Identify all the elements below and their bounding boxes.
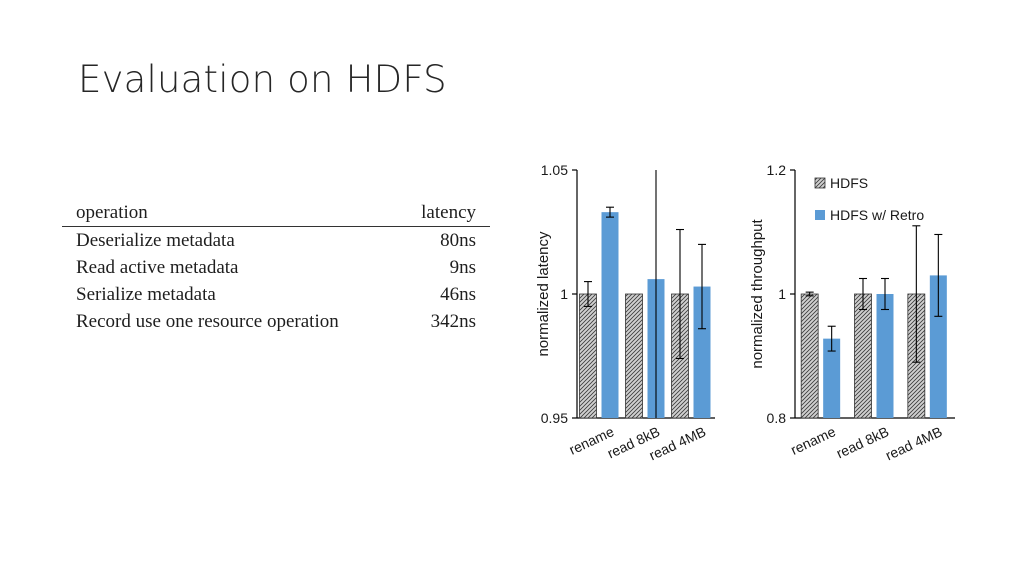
bar-read-8kb-hdfs-retro: [876, 294, 894, 418]
y-tick-label: 1: [560, 286, 568, 302]
bar-rename-hdfs-error-bar: [584, 281, 592, 307]
legend-label-hdfs-w-retro: HDFS w/ Retro: [830, 207, 924, 223]
y-tick-label: 1: [778, 286, 786, 302]
bar-rename-hdfs-retro: [823, 338, 841, 418]
bar-read-4mb-hdfs-retro-error-bar: [934, 233, 943, 317]
bar-rename-hdfs-retro: [601, 212, 619, 418]
bar-read-4mb-hdfs-retro-error-bar: [698, 243, 706, 330]
table-row: Serialize metadata 46ns: [62, 281, 490, 308]
y-tick-label: 0.95: [541, 410, 568, 426]
bar-rename-hdfs-error-bar: [805, 291, 814, 297]
bar-read-4mb-hdfs-error-bar: [676, 228, 684, 360]
y-tick-label: 0.8: [767, 410, 787, 426]
bar-rename-hdfs: [800, 293, 819, 419]
column-header-operation: operation: [62, 199, 396, 227]
bar-read-4mb-hdfs-retro: [693, 286, 711, 418]
legend: HDFS HDFS w/ Retro: [814, 175, 924, 223]
bar-rename-hdfs-retro-error-bar: [827, 325, 836, 352]
table-row: Deserialize metadata 80ns: [62, 227, 490, 255]
bar-read-8kb-hdfs-error-bar: [859, 277, 867, 311]
table-row: Record use one resource operation 342ns: [62, 308, 490, 335]
table-row: Read active metadata 9ns: [62, 254, 490, 281]
latency-table: operation latency Deserialize metadata 8…: [62, 199, 490, 335]
slide-title: Evaluation on HDFS: [78, 58, 447, 101]
y-tick-label: 1.2: [767, 162, 787, 178]
x-tick-label-read-4mb: read 4MB: [883, 423, 945, 463]
column-header-latency: latency: [395, 199, 490, 227]
bar-read-8kb-hdfs: [625, 293, 643, 419]
legend-swatch-hdfs-w-retro: [815, 210, 825, 220]
y-axis-label: normalized latency: [535, 231, 552, 357]
bar-read-4mb-hdfs-error-bar: [912, 225, 921, 363]
bar-rename-hdfs-retro-error-bar: [606, 206, 614, 218]
latency-cell: 342ns: [430, 311, 476, 332]
latency-cell: 46ns: [440, 284, 476, 305]
operation-cell: Record use one resource operation: [76, 311, 339, 332]
y-tick-label: 1.05: [541, 162, 568, 178]
bar-read-8kb-hdfs-retro-error-bar: [881, 277, 889, 311]
operation-cell: Deserialize metadata: [76, 230, 235, 251]
operation-cell: Serialize metadata: [76, 284, 216, 305]
operation-cell: Read active metadata: [76, 257, 239, 278]
legend-swatch-hdfs: [814, 177, 826, 189]
table-header-row: operation latency: [62, 199, 490, 227]
x-tick-label-read-8kb: read 8kB: [834, 423, 892, 461]
latency-cell: 9ns: [449, 257, 476, 278]
y-axis-label: normalized throughput: [749, 219, 766, 369]
bar-rename-hdfs: [579, 293, 597, 419]
bar-read-8kb-hdfs: [854, 293, 872, 419]
latency-cell: 80ns: [440, 230, 476, 251]
legend-label-hdfs: HDFS: [830, 175, 868, 191]
bar-read-4mb-hdfs-retro: [929, 275, 947, 418]
x-tick-label-rename: rename: [788, 423, 838, 458]
